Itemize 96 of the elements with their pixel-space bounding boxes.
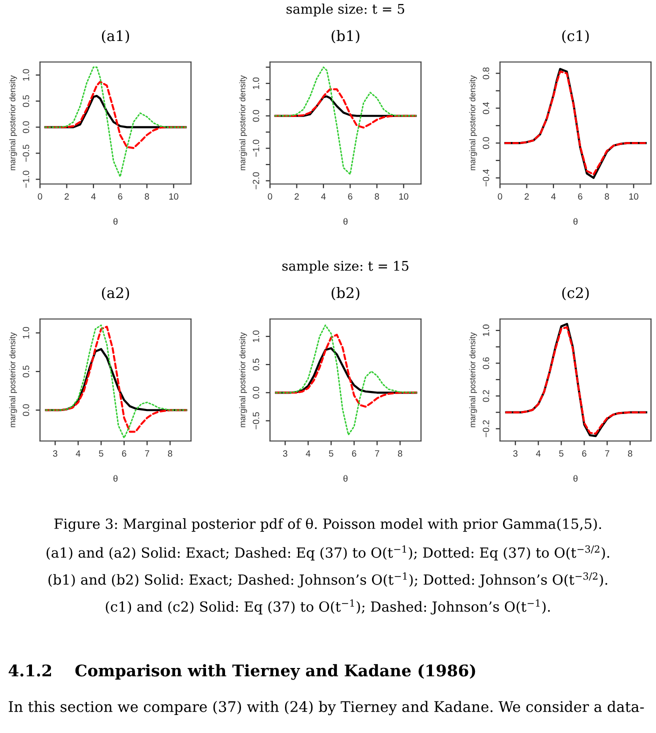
x-tick-label: 7: [145, 450, 150, 457]
x-tick-label: 3: [283, 450, 288, 457]
y-tick-label: −0.2: [482, 420, 490, 438]
y-tick-label: 0.5: [252, 358, 260, 370]
x-tick-label: 7: [375, 450, 380, 457]
x-tick-label: 10: [169, 193, 178, 200]
x-tick-label: 4: [306, 450, 310, 457]
x-axis-title: θ: [573, 218, 578, 225]
x-axis-title: θ: [573, 475, 578, 482]
x-axis-title: θ: [343, 218, 348, 225]
x-tick-label: 8: [398, 450, 402, 457]
x-tick-label: 4: [91, 193, 96, 200]
x-tick-label: 0: [268, 193, 272, 200]
x-tick-label: 3: [53, 450, 58, 457]
x-tick-label: 4: [321, 193, 326, 200]
line-series: [275, 324, 417, 436]
chart-title: (b2): [332, 286, 360, 300]
chart-title: (c2): [562, 286, 589, 300]
x-tick-label: 8: [628, 450, 632, 457]
y-tick-label: 0.0: [22, 121, 30, 134]
text: (c1) and (c2) Solid: Eq (37) to O(t$^{−1}$); Dashed: Johnson’s O(t$^{−1}$).: [106, 599, 550, 615]
chart-title: (a1): [102, 30, 130, 44]
y-tick-label: 1.0: [252, 77, 260, 89]
y-tick-label: −0.4: [482, 169, 490, 186]
x-tick-label: 5: [559, 450, 564, 457]
y-axis-title: marginal posterior density: [239, 332, 247, 428]
chart-subtitle: sample size: t = 15: [282, 260, 408, 274]
line-series: [274, 88, 417, 129]
x-tick-label: 7: [605, 450, 610, 457]
line-series: [44, 94, 187, 128]
y-tick-label: −0.5: [22, 144, 30, 162]
x-tick-label: 6: [122, 450, 126, 457]
x-tick-label: 6: [582, 450, 586, 457]
text: (b1) and (b2) Solid: Exact; Dashed: Johnson’s O(t$^{−1}$); Dotted: Johnson’s O(t$^{−3/2}$).: [48, 572, 608, 588]
x-tick-label: 3: [513, 450, 518, 457]
line-series: [274, 66, 416, 175]
x-tick-label: 4: [536, 450, 541, 457]
y-tick-label: 1.0: [482, 324, 490, 336]
x-tick-label: 10: [629, 193, 638, 200]
x-tick-label: 5: [328, 450, 334, 457]
chart-title: (b1): [332, 30, 360, 44]
x-tick-label: 6: [118, 193, 122, 200]
chart-title: (a2): [102, 286, 130, 300]
y-tick-label: 0.0: [22, 404, 30, 416]
text: In this section we compare (37) with (24) by Tierney and Kadane. We consider a data-: [8, 700, 644, 716]
y-tick-label: −1.0: [252, 140, 260, 157]
y-tick-label: −2.0: [252, 172, 260, 190]
x-tick-label: 4: [551, 193, 556, 200]
y-axis-title: marginal posterior density: [469, 75, 477, 170]
x-tick-label: 8: [168, 450, 172, 457]
caption: Figure 3: Marginal posterior pdf of θ. Poisson model with prior Gamma(15,5).: [54, 518, 602, 532]
x-tick-label: 2: [294, 193, 299, 200]
text: (a1) and (a2) Solid: Exact; Dashed: Eq (37) to O(t$^{−1}$); Dotted: Eq (37) to O(t$^{−3/2}$).: [46, 545, 610, 561]
line-series: [274, 95, 417, 117]
chart-subtitle: sample size: t = 5: [286, 4, 404, 16]
line-series: [44, 66, 186, 178]
x-tick-label: 4: [76, 450, 80, 457]
x-tick-label: 10: [399, 193, 408, 200]
x-tick-label: 5: [98, 450, 104, 457]
line-series: [275, 334, 418, 408]
x-tick-label: 8: [374, 193, 380, 200]
y-tick-label: 0.4: [482, 102, 490, 114]
x-tick-label: 8: [604, 193, 610, 200]
x-tick-label: 6: [348, 193, 352, 200]
line-series: [44, 80, 187, 149]
y-tick-label: 1.0: [22, 326, 30, 338]
y-tick-label: 0.0: [252, 110, 260, 122]
x-tick-label: 8: [144, 193, 150, 200]
chart-title: (c1): [562, 30, 589, 44]
line-series: [274, 347, 418, 394]
y-tick-label: 0.0: [252, 386, 260, 399]
x-tick-label: 6: [352, 450, 356, 457]
x-tick-label: 2: [64, 193, 69, 200]
x-tick-label: 0: [38, 193, 42, 200]
x-axis-title: θ: [113, 475, 118, 482]
x-axis-title: θ: [113, 218, 118, 225]
y-tick-label: 0.6: [482, 357, 490, 370]
y-tick-label: 0.5: [22, 95, 30, 108]
y-axis-title: marginal posterior density: [239, 75, 247, 170]
y-tick-label: 0.8: [482, 67, 490, 80]
y-axis-title: marginal posterior density: [9, 332, 17, 428]
text: 4.1.2 Comparison with Tierney and Kadane (1986): [8, 664, 476, 680]
x-tick-label: 0: [498, 193, 502, 200]
y-tick-label: 0.5: [22, 366, 30, 378]
y-tick-label: −1.0: [22, 170, 30, 188]
y-axis-title: marginal posterior density: [9, 75, 17, 170]
x-tick-label: 2: [524, 193, 529, 200]
y-tick-label: −0.5: [252, 412, 260, 430]
y-axis-title: marginal posterior density: [469, 332, 477, 428]
line-series: [44, 348, 188, 412]
y-tick-label: 1.0: [252, 330, 260, 342]
x-axis-title: θ: [343, 475, 348, 482]
y-tick-label: 0.2: [482, 390, 490, 402]
y-tick-label: 0.0: [482, 137, 490, 149]
x-tick-label: 6: [578, 193, 582, 200]
y-tick-label: 1.0: [22, 69, 30, 81]
